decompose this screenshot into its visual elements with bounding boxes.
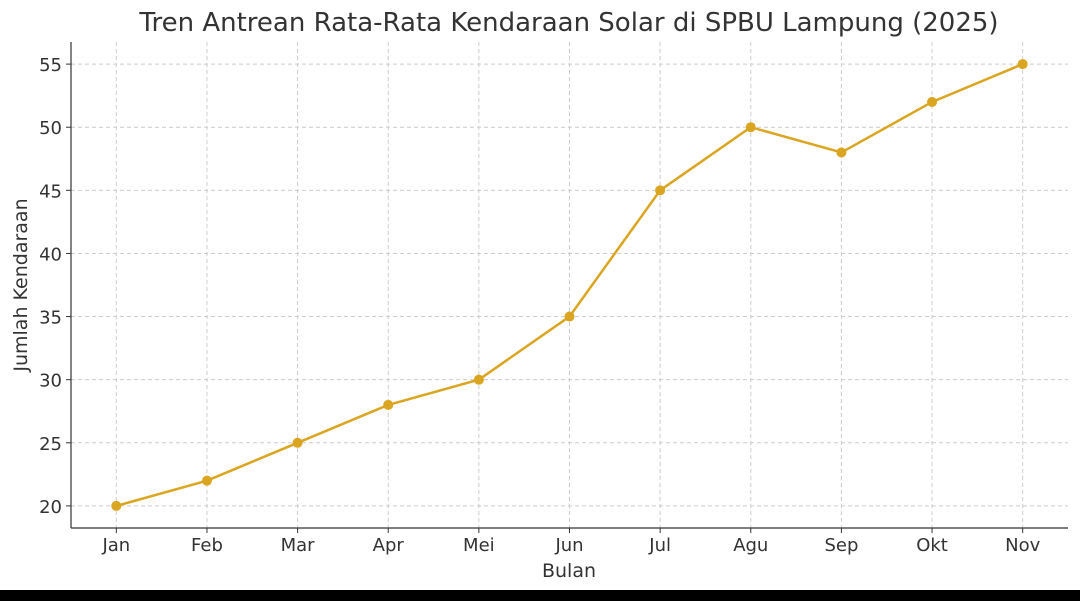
- data-point: [1017, 59, 1028, 70]
- ticks: Jan Feb Mar Apr Mei Jun Jul Agu Sep Okt Nov 20 25 30 3…: [39, 55, 1040, 556]
- x-tick-label: Mar: [281, 535, 316, 556]
- x-tick-label: Agu: [733, 535, 768, 556]
- data-point: [564, 311, 575, 322]
- y-tick-label: 55: [39, 55, 62, 76]
- x-tick-label: Jun: [554, 535, 583, 556]
- data-point: [836, 147, 847, 158]
- series-line: [115, 62, 1024, 508]
- y-tick-label: 30: [39, 371, 62, 392]
- x-tick-label: Feb: [191, 535, 223, 556]
- x-tick-label: Nov: [1005, 535, 1040, 556]
- data-point: [292, 437, 303, 448]
- x-axis-label: Bulan: [542, 560, 596, 582]
- x-tick-label: Apr: [373, 535, 405, 556]
- y-tick-label: 20: [39, 497, 62, 518]
- data-point: [111, 500, 122, 511]
- data-point: [201, 475, 212, 486]
- y-tick-label: 35: [39, 308, 62, 329]
- grid: [71, 42, 1068, 528]
- y-tick-label: 50: [39, 118, 62, 139]
- x-tick-label: Sep: [824, 535, 858, 556]
- x-tick-label: Jul: [648, 535, 671, 556]
- y-tick-label: 40: [39, 244, 62, 265]
- data-point: [473, 374, 484, 385]
- x-tick-label: Okt: [916, 535, 948, 556]
- chart-title: Tren Antrean Rata-Rata Kendaraan Solar d…: [138, 8, 998, 38]
- data-point: [655, 185, 666, 196]
- series: [111, 59, 1028, 511]
- data-point: [745, 122, 756, 133]
- x-tick-label: Jan: [101, 535, 130, 556]
- x-tick-label: Mei: [463, 535, 495, 556]
- data-point: [927, 96, 938, 107]
- data-point: [383, 399, 394, 410]
- y-axis-label: Jumlah Kendaraan: [10, 198, 32, 372]
- y-tick-label: 25: [39, 434, 62, 455]
- y-tick-label: 45: [39, 181, 62, 202]
- bottom-bar: [0, 590, 1080, 601]
